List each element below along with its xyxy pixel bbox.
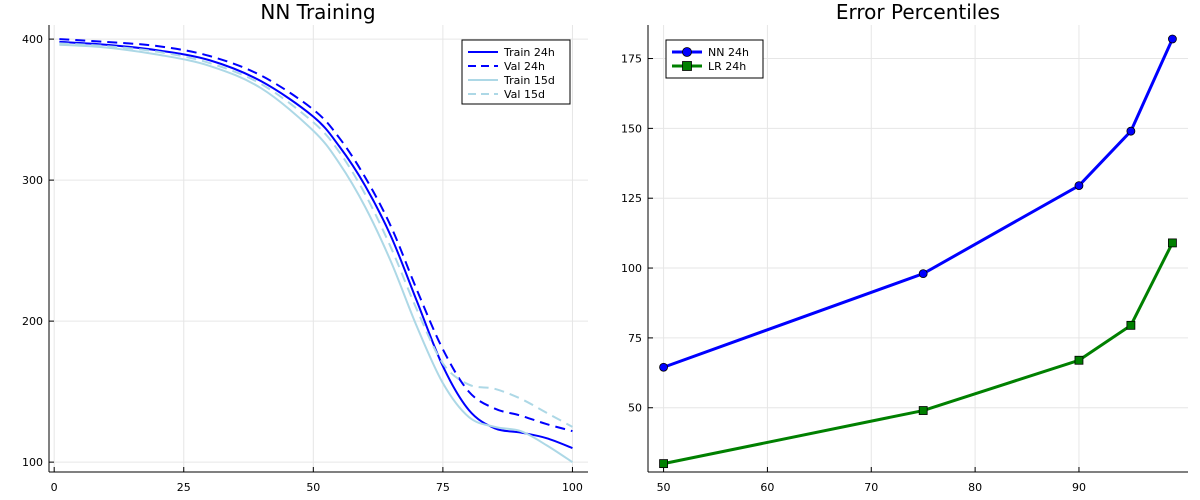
legend-marker-lr-24h xyxy=(682,61,692,71)
data-point-nn-24h xyxy=(1126,126,1136,136)
error-percentiles-panel: Error Percentiles 50 60 70 80 90 50 75 100 125 15… xyxy=(621,0,1188,494)
tick-labels: 0 25 50 75 100 100 200 300 400 xyxy=(22,33,583,494)
y-tick-label: 150 xyxy=(621,122,642,135)
x-tick-label: 90 xyxy=(1072,481,1086,494)
legend-label-val-24h: Val 24h xyxy=(504,60,545,73)
x-tick-label: 60 xyxy=(760,481,774,494)
x-tick-label: 100 xyxy=(562,481,583,494)
x-tick-label: 0 xyxy=(51,481,58,494)
legend-box xyxy=(665,39,764,79)
y-tick-label: 300 xyxy=(22,174,43,187)
axes xyxy=(48,25,588,473)
y-tick-label: 200 xyxy=(22,315,43,328)
y-tick-label: 100 xyxy=(621,262,642,275)
grid-lines xyxy=(648,25,1188,472)
y-tick-label: 125 xyxy=(621,192,642,205)
data-point-nn-24h xyxy=(918,269,928,279)
data-point-lr-24h xyxy=(659,459,668,469)
data-point-lr-24h xyxy=(1126,320,1136,330)
x-tick-label: 80 xyxy=(968,481,982,494)
y-tick-label: 175 xyxy=(621,53,642,66)
series-line-train-15d xyxy=(59,43,573,463)
x-tick-label: 25 xyxy=(177,481,191,494)
series-line-nn-24h xyxy=(663,38,1174,369)
series-line-val-15d xyxy=(59,42,573,428)
series-lines xyxy=(659,34,1177,469)
legend-label-lr-24h: LR 24h xyxy=(708,60,746,73)
x-tick-label: 50 xyxy=(306,481,320,494)
data-point-lr-24h xyxy=(1168,238,1177,248)
legend-label-train-24h: Train 24h xyxy=(503,46,555,59)
chart-title-nn-training: NN Training xyxy=(260,0,375,24)
y-tick-label: 75 xyxy=(628,332,642,345)
legend-label-nn-24h: NN 24h xyxy=(708,46,749,59)
series-line-train-24h xyxy=(59,40,573,449)
legend-label-val-15d: Val 15d xyxy=(504,88,545,101)
y-tick-label: 50 xyxy=(628,402,642,415)
axes xyxy=(647,25,1188,473)
grid-lines xyxy=(49,25,588,472)
x-tick-label: 70 xyxy=(864,481,878,494)
series-line-val-24h xyxy=(59,38,573,433)
y-tick-label: 400 xyxy=(22,33,43,46)
chart-title-error-percentiles: Error Percentiles xyxy=(836,0,1000,24)
series-lines xyxy=(59,38,573,463)
data-point-nn-24h xyxy=(1168,34,1177,44)
nn-training-panel: NN Training 0 25 50 75 100 100 200 300 400 Train… xyxy=(22,0,588,494)
y-tick-label: 100 xyxy=(22,456,43,469)
data-point-lr-24h xyxy=(918,406,928,415)
data-point-nn-24h xyxy=(1074,181,1084,191)
tick-labels: 50 60 70 80 90 50 75 100 125 150 175 xyxy=(621,53,1086,494)
x-tick-label: 75 xyxy=(436,481,450,494)
legend-box xyxy=(461,39,571,105)
x-tick-label: 50 xyxy=(657,481,671,494)
data-point-nn-24h xyxy=(659,362,668,372)
data-point-lr-24h xyxy=(1074,355,1084,365)
legend-label-train-15d: Train 15d xyxy=(503,74,555,87)
legend-marker-nn-24h xyxy=(682,47,692,57)
